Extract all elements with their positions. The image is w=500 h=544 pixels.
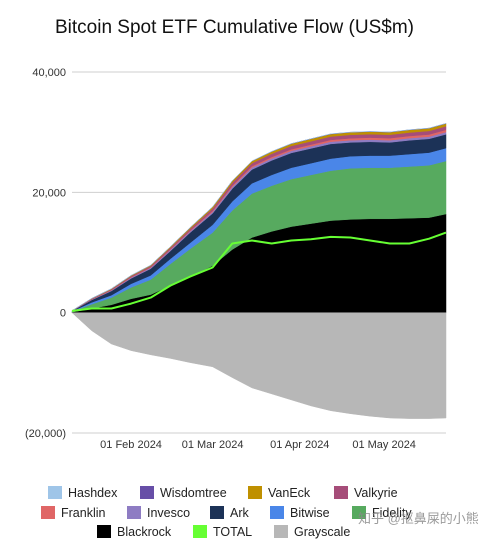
area-hashdex	[71, 122, 447, 311]
legend-swatch	[334, 486, 348, 499]
legend-item-invesco: Invesco	[127, 506, 190, 520]
legend-item-grayscale: Grayscale	[274, 525, 350, 539]
legend-swatch	[210, 506, 224, 519]
x-tick-label: 01 Apr 2024	[270, 439, 329, 451]
legend-swatch	[352, 506, 366, 519]
y-tick-label: 40,000	[32, 67, 66, 79]
chart-plot: 40,000 20,000 0 (20,000) 01 Feb 2024 01 Mar …	[25, 67, 447, 451]
legend-label: Wisdomtree	[160, 486, 227, 500]
area-grayscale	[71, 312, 447, 419]
x-axis: 01 Feb 2024 01 Mar 2024 01 Apr 2024 01 May …	[100, 439, 416, 451]
legend-label: Franklin	[61, 506, 106, 520]
legend-swatch	[270, 506, 284, 519]
legend-swatch	[140, 486, 154, 499]
legend-swatch	[97, 525, 111, 538]
area-series	[71, 122, 447, 419]
y-axis: 40,000 20,000 0 (20,000)	[25, 67, 66, 440]
line-total	[71, 231, 447, 312]
legend-label: Bitwise	[290, 506, 330, 520]
legend-swatch	[48, 486, 62, 499]
legend-item-ark: Ark	[210, 506, 249, 520]
legend-label: Blackrock	[117, 525, 172, 539]
legend-swatch	[41, 506, 55, 519]
legend-item-blackrock: Blackrock	[97, 525, 171, 539]
legend-label: Grayscale	[294, 525, 351, 539]
x-tick-label: 01 Feb 2024	[100, 439, 162, 451]
legend-label: Hashdex	[68, 486, 118, 500]
chart-legend: Hashdex Wisdomtree VanEck Valkyrie Frank…	[0, 480, 500, 544]
x-tick-label: 01 May 2024	[352, 439, 416, 451]
legend-item-bitwise: Bitwise	[270, 506, 330, 520]
legend-item-valkyrie: Valkyrie	[334, 486, 398, 500]
legend-label: VanEck	[268, 486, 311, 500]
legend-swatch	[127, 506, 141, 519]
legend-label: Valkyrie	[354, 486, 398, 500]
legend-label: TOTAL	[213, 525, 253, 539]
legend-label: Invesco	[147, 506, 191, 520]
y-tick-label: 20,000	[32, 187, 66, 199]
legend-label: Ark	[230, 506, 249, 520]
legend-swatch	[248, 486, 262, 499]
chart-title: Bitcoin Spot ETF Cumulative Flow (US$m)	[55, 17, 414, 38]
legend-item-wisdomtree: Wisdomtree	[140, 486, 227, 500]
legend-swatch	[193, 525, 207, 538]
watermark: 知乎 @抠鼻屎的小熊	[358, 511, 479, 526]
legend-item-vaneck: VanEck	[248, 486, 310, 500]
y-tick-label: 0	[60, 308, 66, 320]
line-series	[71, 231, 447, 312]
legend-item-total: TOTAL	[193, 525, 252, 539]
legend-item-franklin: Franklin	[41, 506, 105, 520]
x-tick-label: 01 Mar 2024	[182, 439, 244, 451]
legend-label: Fidelity	[372, 506, 412, 520]
y-tick-label: (20,000)	[25, 428, 66, 440]
legend-swatch	[274, 525, 288, 538]
legend-item-fidelity: Fidelity	[352, 506, 412, 520]
legend-item-hashdex: Hashdex	[48, 486, 117, 500]
